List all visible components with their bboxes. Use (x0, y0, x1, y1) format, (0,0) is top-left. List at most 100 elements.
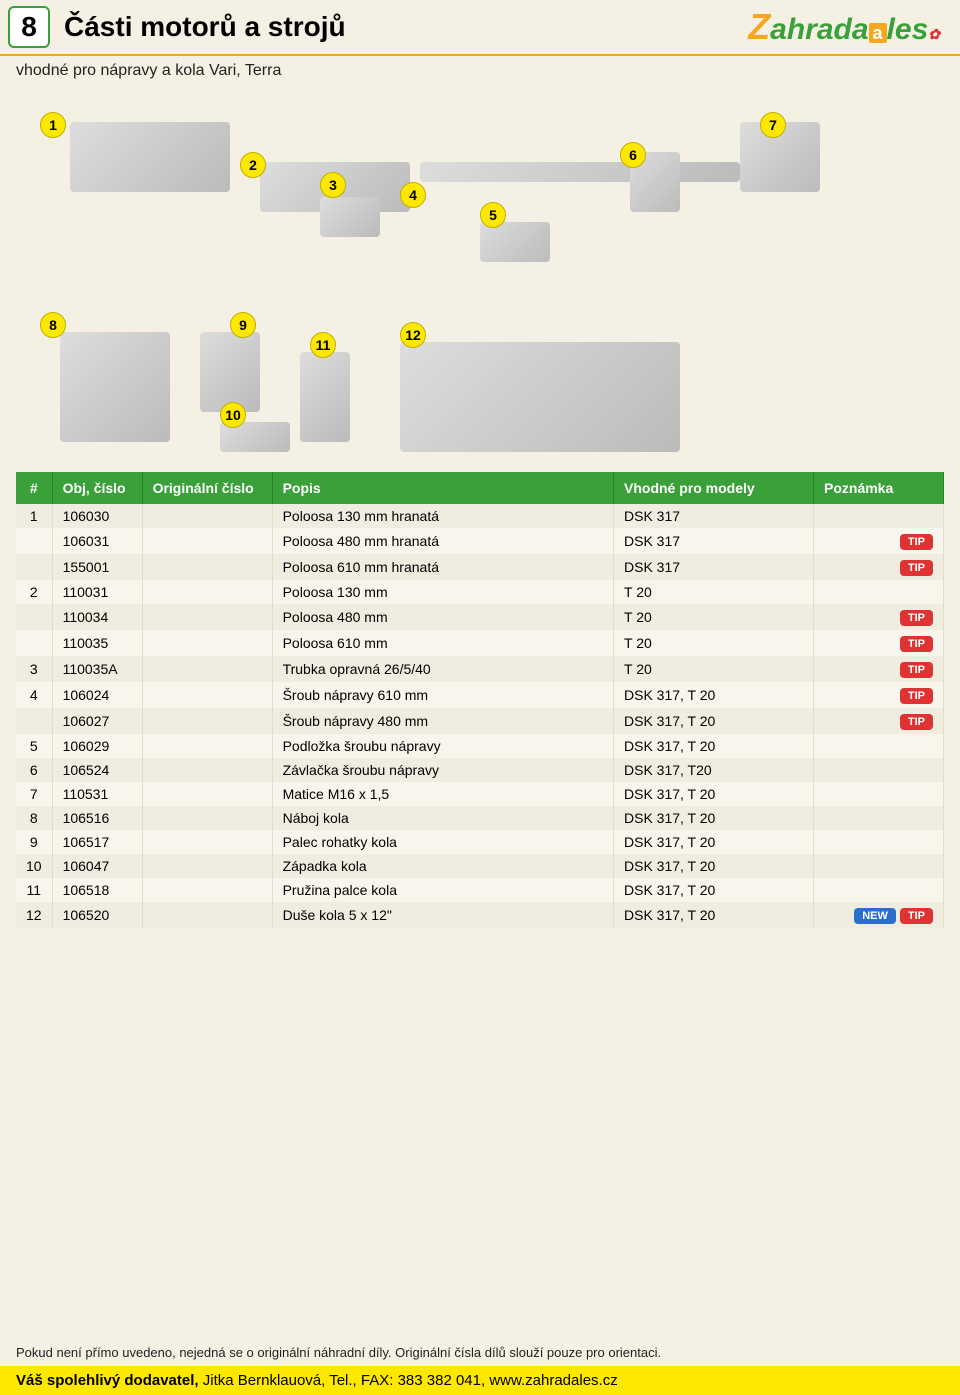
table-cell (142, 504, 272, 528)
table-cell: DSK 317, T 20 (614, 782, 814, 806)
table-cell: Poloosa 610 mm (272, 630, 613, 656)
diagram-label: 3 (320, 172, 346, 198)
table-head: #Obj, čísloOriginální čísloPopisVhodné p… (16, 472, 944, 504)
diagram-label: 2 (240, 152, 266, 178)
badge-cell: TIP (814, 554, 944, 580)
table-row: 8106516Náboj kolaDSK 317, T 20 (16, 806, 944, 830)
part-image-placeholder (300, 352, 350, 442)
footer-note: Pokud není přímo uvedeno, nejedná se o o… (0, 1339, 960, 1366)
table-cell (142, 830, 272, 854)
table-cell: 155001 (52, 554, 142, 580)
tip-badge: TIP (900, 662, 933, 678)
footer-bar-bold: Váš spolehlivý dodavatel, (16, 1372, 199, 1389)
table-cell: 106031 (52, 528, 142, 554)
table-cell: DSK 317, T20 (614, 758, 814, 782)
tip-badge: TIP (900, 636, 933, 652)
parts-table: #Obj, čísloOriginální čísloPopisVhodné p… (16, 472, 944, 928)
badge-cell (814, 854, 944, 878)
part-image-placeholder (320, 197, 380, 237)
table-header-cell: Poznámka (814, 472, 944, 504)
table-cell: DSK 317, T 20 (614, 902, 814, 928)
diagram-label: 9 (230, 312, 256, 338)
footer-bar: Váš spolehlivý dodavatel, Jitka Bernklau… (0, 1366, 960, 1395)
table-cell: DSK 317 (614, 504, 814, 528)
table-cell: 106516 (52, 806, 142, 830)
table-cell: 12 (16, 902, 52, 928)
table-cell (142, 782, 272, 806)
footer-bar-rest: Jitka Bernklauová, Tel., FAX: 383 382 04… (199, 1372, 618, 1389)
table-cell: 106524 (52, 758, 142, 782)
table-cell: 9 (16, 830, 52, 854)
table-header-cell: Obj, číslo (52, 472, 142, 504)
table-cell: Trubka opravná 26/5/40 (272, 656, 613, 682)
diagram-area: 123456789101112 (0, 92, 960, 472)
table-cell: 110035 (52, 630, 142, 656)
diagram-label: 1 (40, 112, 66, 138)
badge-cell (814, 734, 944, 758)
part-image-placeholder (400, 342, 680, 452)
badge-cell: TIP (814, 708, 944, 734)
part-image-placeholder (60, 332, 170, 442)
table-cell: Poloosa 130 mm hranatá (272, 504, 613, 528)
table-row: 2110031Poloosa 130 mmT 20 (16, 580, 944, 604)
part-image-placeholder (480, 222, 550, 262)
table-cell: 106027 (52, 708, 142, 734)
table-cell: T 20 (614, 580, 814, 604)
table-cell (142, 656, 272, 682)
diagram-label: 10 (220, 402, 246, 428)
page-number-box: 8 (8, 6, 50, 48)
diagram-label: 5 (480, 202, 506, 228)
table-cell (142, 580, 272, 604)
badge-cell (814, 830, 944, 854)
badge-cell: TIP (814, 604, 944, 630)
tip-badge: TIP (900, 610, 933, 626)
tip-badge: TIP (900, 534, 933, 550)
table-cell: DSK 317, T 20 (614, 734, 814, 758)
table-cell: 106518 (52, 878, 142, 902)
badge-cell (814, 782, 944, 806)
table-cell: Poloosa 610 mm hranatá (272, 554, 613, 580)
table-cell: 110034 (52, 604, 142, 630)
table-cell (142, 682, 272, 708)
badge-cell: TIP (814, 656, 944, 682)
table-cell (142, 854, 272, 878)
badge-cell (814, 504, 944, 528)
table-cell (16, 528, 52, 554)
table-cell: T 20 (614, 630, 814, 656)
table-cell: DSK 317 (614, 528, 814, 554)
table-cell (142, 708, 272, 734)
table-row: 106027 Šroub nápravy 480 mmDSK 317, T 20 T… (16, 708, 944, 734)
table-cell (142, 604, 272, 630)
table-header-cell: # (16, 472, 52, 504)
badge-cell: TIP (814, 528, 944, 554)
diagram-label: 11 (310, 332, 336, 358)
table-cell: 3 (16, 656, 52, 682)
table-cell (142, 554, 272, 580)
table-cell: 10 (16, 854, 52, 878)
table-cell: Západka kola (272, 854, 613, 878)
table-cell (16, 630, 52, 656)
table-cell: 110035A (52, 656, 142, 682)
table-cell (142, 758, 272, 782)
table-cell: 4 (16, 682, 52, 708)
table-row: 9106517Palec rohatky kolaDSK 317, T 20 (16, 830, 944, 854)
table-cell (142, 528, 272, 554)
table-cell: 106047 (52, 854, 142, 878)
table-row: 5106029Podložka šroubu nápravyDSK 317, T… (16, 734, 944, 758)
diagram-label: 6 (620, 142, 646, 168)
table-cell: Šroub nápravy 480 mm (272, 708, 613, 734)
table-cell: 110031 (52, 580, 142, 604)
table-row: 155001Poloosa 610 mm hranatáDSK 317TIP (16, 554, 944, 580)
page-number: 8 (21, 11, 37, 43)
logo-a: a (869, 23, 887, 43)
footer: Pokud není přímo uvedeno, nejedná se o o… (0, 1339, 960, 1395)
table-cell: 106030 (52, 504, 142, 528)
table-cell: DSK 317, T 20 (614, 708, 814, 734)
table-cell: Poloosa 130 mm (272, 580, 613, 604)
table-cell (142, 878, 272, 902)
table-cell: DSK 317, T 20 (614, 830, 814, 854)
tip-badge: TIP (900, 714, 933, 730)
table-cell: 11 (16, 878, 52, 902)
table-cell: 106029 (52, 734, 142, 758)
table-cell: T 20 (614, 604, 814, 630)
